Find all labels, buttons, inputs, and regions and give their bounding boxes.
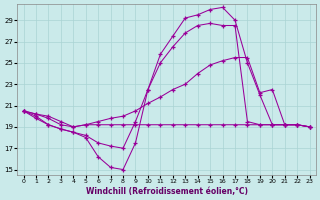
X-axis label: Windchill (Refroidissement éolien,°C): Windchill (Refroidissement éolien,°C) xyxy=(85,187,248,196)
